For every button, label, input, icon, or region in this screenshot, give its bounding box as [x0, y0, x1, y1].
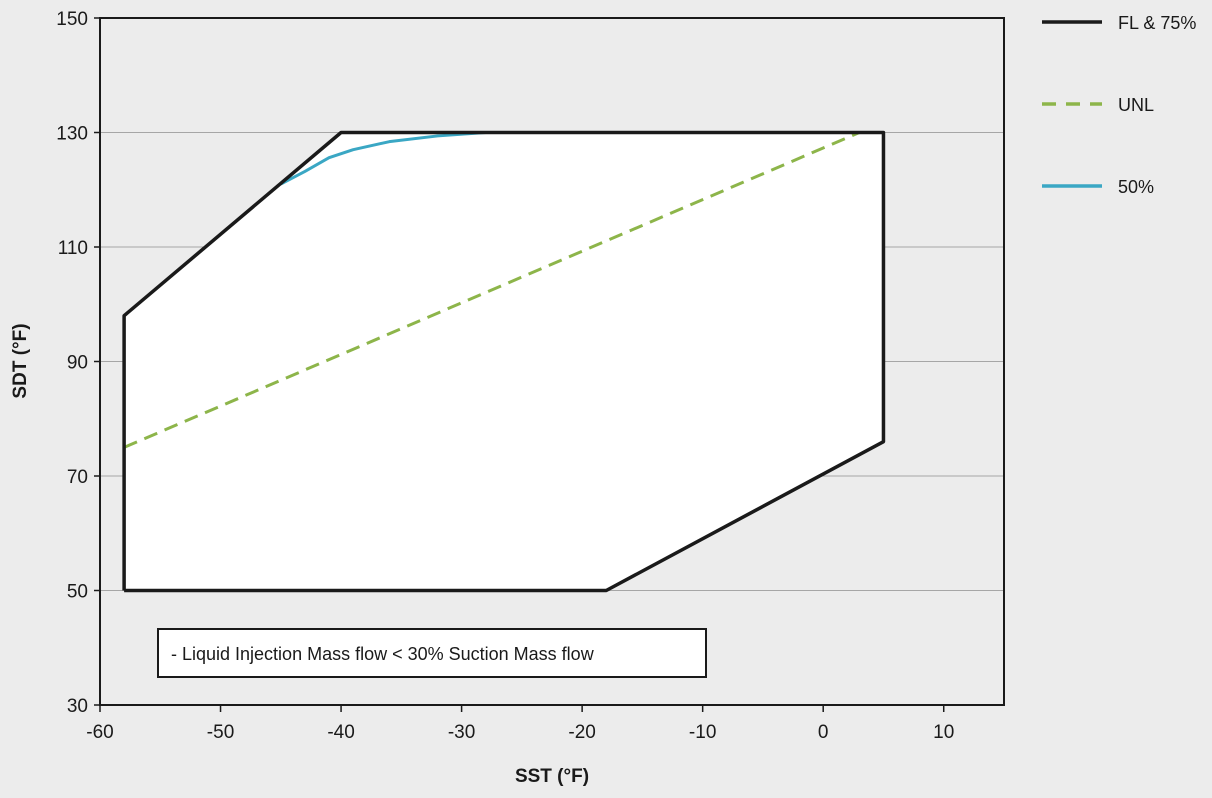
y-tick-label: 30: [67, 696, 88, 717]
annotation-frame: [157, 628, 707, 678]
tick-labels: 30 50 70 90 110 130 150 -60 -50 -40 -30 -20 -10 0 10: [56, 9, 954, 743]
series-layer: [122, 130, 886, 593]
y-tick-label: 70: [67, 467, 88, 488]
envelope-fill: [124, 132, 884, 591]
x-tick-label: -10: [689, 722, 716, 743]
y-tick-label: 150: [56, 9, 88, 30]
x-tick-label: -30: [448, 722, 475, 743]
x-tick-label: 0: [818, 722, 829, 743]
legend-label: UNL: [1118, 95, 1154, 115]
x-tick-label: -20: [568, 722, 595, 743]
legend: FL & 75% UNL 50%: [1042, 13, 1196, 197]
legend-label: 50%: [1118, 177, 1154, 197]
x-tick-label: -50: [207, 722, 234, 743]
y-tick-label: 110: [58, 238, 88, 259]
y-tick-label: 90: [67, 353, 88, 374]
legend-item: FL & 75%: [1042, 13, 1196, 33]
x-tick-label: -60: [86, 722, 113, 743]
x-tick-label: 10: [933, 722, 954, 743]
annotation-text: - Liquid Injection Mass flow < 30% Sucti…: [171, 644, 595, 664]
x-axis-label: SST (°F): [515, 766, 589, 787]
series-line-1: [122, 130, 886, 593]
y-tick-label: 130: [56, 124, 88, 145]
legend-item: 50%: [1042, 177, 1154, 197]
annotation-box: - Liquid Injection Mass flow < 30% Sucti…: [157, 628, 707, 678]
y-tick-label: 50: [67, 582, 88, 603]
y-axis-label: SDT (°F): [10, 323, 31, 398]
x-tick-label: -40: [327, 722, 354, 743]
legend-item: UNL: [1042, 95, 1154, 115]
series-line-2: [123, 131, 860, 449]
legend-label: FL & 75%: [1118, 13, 1196, 33]
